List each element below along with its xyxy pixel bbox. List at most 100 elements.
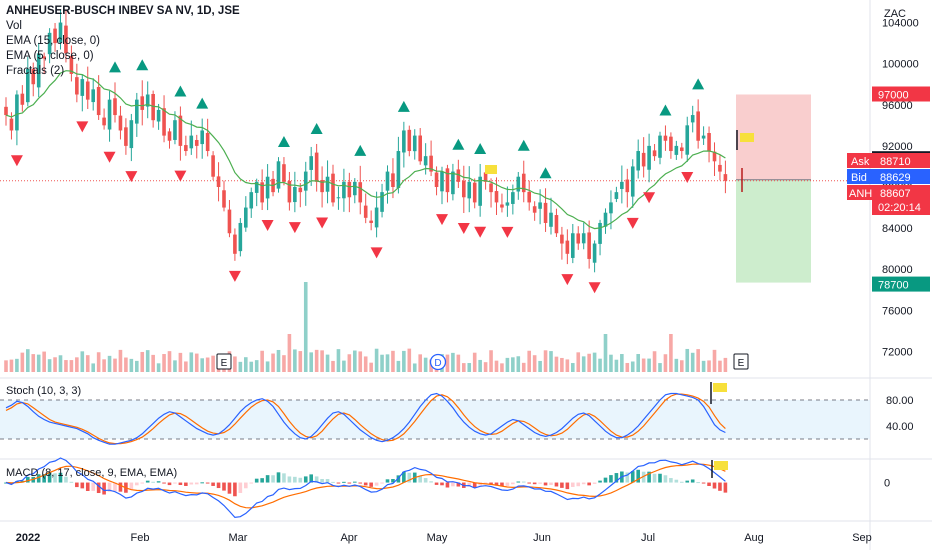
- macd-histogram-bar: [282, 473, 286, 483]
- macd-histogram-bar: [701, 482, 706, 484]
- macd-histogram-bar: [478, 482, 482, 486]
- price-tick-label: 104000: [882, 18, 919, 30]
- volume-bar: [47, 359, 52, 372]
- candle-body: [336, 197, 341, 199]
- candle-body: [374, 207, 379, 228]
- volume-bar: [483, 362, 488, 372]
- volume-bar: [527, 350, 531, 372]
- volume-bar: [353, 350, 357, 372]
- volume-bar: [178, 352, 183, 372]
- volume-bar: [511, 357, 515, 372]
- candle-body: [549, 212, 553, 227]
- macd-histogram-bar: [342, 481, 346, 483]
- fractal-up-marker: [136, 59, 149, 71]
- macd-histogram-bar: [712, 482, 717, 489]
- macd-histogram-bar: [178, 482, 183, 485]
- candle-body: [363, 205, 368, 218]
- macd-histogram-bar: [58, 472, 63, 483]
- candle-body: [47, 32, 52, 55]
- volume-bar: [614, 359, 619, 372]
- ask-tag-label-bg: [847, 153, 872, 168]
- volume-bar: [636, 354, 640, 372]
- macd-histogram-bar: [374, 482, 379, 486]
- macd-histogram-bar: [107, 482, 112, 492]
- candle-body: [418, 135, 422, 162]
- macd-histogram-bar: [314, 476, 319, 483]
- time-axis-label: Apr: [340, 532, 357, 544]
- candle-body: [53, 28, 57, 44]
- macd-line: [5, 457, 726, 519]
- candle-body: [511, 192, 515, 204]
- macd-histogram-bar: [216, 482, 221, 489]
- time-axis-label: Aug: [744, 532, 764, 544]
- volume-bar: [320, 350, 324, 372]
- candle-body: [227, 209, 232, 234]
- macd-histogram-bar: [500, 482, 504, 487]
- volume-bar: [238, 361, 243, 372]
- volume-bar: [331, 360, 335, 372]
- candle-body: [26, 68, 30, 103]
- volume-bar: [358, 351, 363, 372]
- candle-body: [609, 202, 613, 214]
- volume-bar: [576, 352, 581, 372]
- candle-body: [451, 171, 455, 195]
- bid-tag-label: Bid: [851, 172, 867, 184]
- volume-bar: [96, 352, 101, 372]
- macd-histogram-bar: [423, 478, 428, 483]
- candle-body: [69, 55, 74, 74]
- candle-body: [440, 171, 444, 192]
- candle-body: [723, 174, 728, 181]
- macd-histogram-bar: [587, 482, 591, 486]
- macd-histogram-bar: [565, 482, 570, 490]
- time-axis-label: Jun: [533, 532, 551, 544]
- volume-bar: [462, 363, 466, 372]
- candle-body: [222, 190, 226, 208]
- time-axis-label: Feb: [131, 532, 150, 544]
- macd-histogram-bar: [385, 479, 390, 483]
- volume-bar: [516, 356, 521, 372]
- volume-bar: [85, 355, 90, 372]
- volume-bar: [718, 360, 722, 372]
- price-tick-label: 100000: [882, 59, 919, 71]
- candle-body: [380, 192, 384, 212]
- time-axis-label: May: [427, 532, 448, 544]
- macd-zero-label: 0: [884, 478, 890, 490]
- volume-bar: [102, 359, 106, 372]
- macd-histogram-bar: [47, 472, 52, 483]
- macd-histogram-bar: [402, 471, 406, 483]
- macd-histogram-bar: [641, 471, 646, 483]
- volume-bar: [293, 349, 297, 372]
- macd-histogram-bar: [363, 482, 368, 486]
- candle-body: [560, 234, 564, 244]
- macd-histogram-bar: [293, 476, 297, 483]
- macd-histogram-bar: [440, 482, 444, 486]
- macd-histogram-bar: [603, 477, 608, 483]
- candle-body: [298, 187, 303, 193]
- volume-bar: [587, 353, 591, 372]
- candle-body: [85, 81, 90, 100]
- candle-body: [467, 181, 472, 199]
- volume-bar: [325, 354, 330, 372]
- price-tick-label: 92000: [882, 141, 913, 153]
- time-axis-label: Sep: [852, 532, 872, 544]
- bid-tag-label-bg: [847, 169, 872, 184]
- volume-bar: [554, 356, 559, 372]
- fractal-up-marker: [517, 139, 530, 151]
- volume-bar: [407, 348, 412, 372]
- price-tick-label: 80000: [882, 264, 913, 276]
- macd-histogram-bar: [723, 482, 728, 493]
- volume-bar: [598, 358, 602, 372]
- macd-histogram-bar: [156, 481, 161, 483]
- volume-bar: [369, 362, 373, 372]
- volume-bar: [380, 354, 384, 372]
- macd-histogram-bar: [669, 478, 673, 483]
- macd-histogram-bar: [303, 476, 308, 483]
- macd-histogram-bar: [233, 482, 237, 497]
- volume-bar: [625, 362, 630, 372]
- volume-bar: [412, 363, 417, 372]
- fractal-up-marker: [277, 136, 290, 148]
- fractal-down-marker: [370, 247, 383, 259]
- fractal-up-marker: [310, 122, 323, 134]
- macd-histogram-bar: [222, 482, 226, 491]
